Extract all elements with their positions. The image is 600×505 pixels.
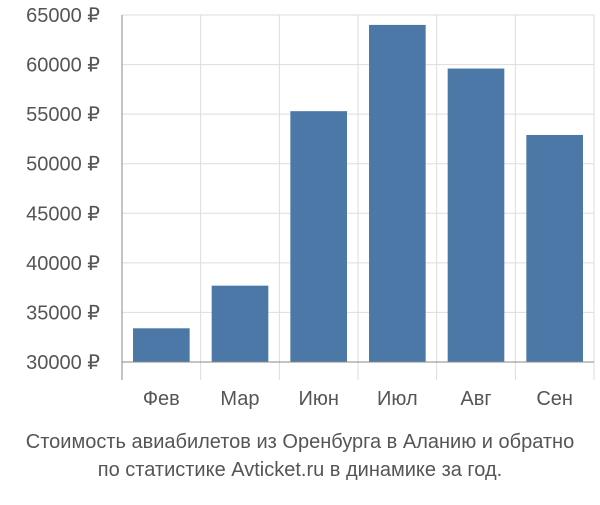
bar-1: [133, 328, 190, 362]
y-tick-label: 35000 ₽: [26, 302, 100, 324]
x-tick-label: Сен: [536, 388, 573, 410]
grid-lines: [122, 14, 595, 380]
caption-line-2: по статистике Avticket.ru в динамике за …: [97, 459, 503, 481]
y-tick-label: 40000 ₽: [26, 253, 100, 275]
axes: [121, 15, 594, 380]
chart-caption: Стоимость авиабилетов из Оренбурга в Ала…: [0, 428, 600, 484]
caption-line-1: Стоимость авиабилетов из Оренбурга в Ала…: [25, 431, 575, 453]
bar-4: [369, 24, 426, 363]
bar-2: [211, 285, 269, 362]
x-tick-labels: Фев Мар Июн Июл Авг Сен: [143, 388, 573, 410]
bars: [133, 24, 583, 363]
x-tick-label: Мар: [220, 388, 259, 410]
x-tick-label: Фев: [143, 388, 180, 410]
y-tick-label: 60000 ₽: [26, 55, 100, 77]
y-tick-label: 55000 ₽: [26, 104, 100, 126]
x-tick-label: Июн: [298, 388, 338, 410]
y-tick-label: 65000 ₽: [26, 5, 100, 27]
bar-3: [290, 111, 347, 362]
bar-6: [526, 134, 583, 362]
y-tick-labels: 30000 ₽ 35000 ₽ 40000 ₽ 45000 ₽ 50000 ₽ 55000…: [26, 5, 100, 374]
bar-5: [447, 68, 505, 362]
y-tick-label: 50000 ₽: [26, 154, 100, 176]
y-tick-label: 45000 ₽: [26, 203, 100, 225]
x-tick-label: Авг: [460, 388, 491, 410]
y-tick-label: 30000 ₽: [26, 352, 100, 374]
x-tick-label: Июл: [377, 388, 418, 410]
